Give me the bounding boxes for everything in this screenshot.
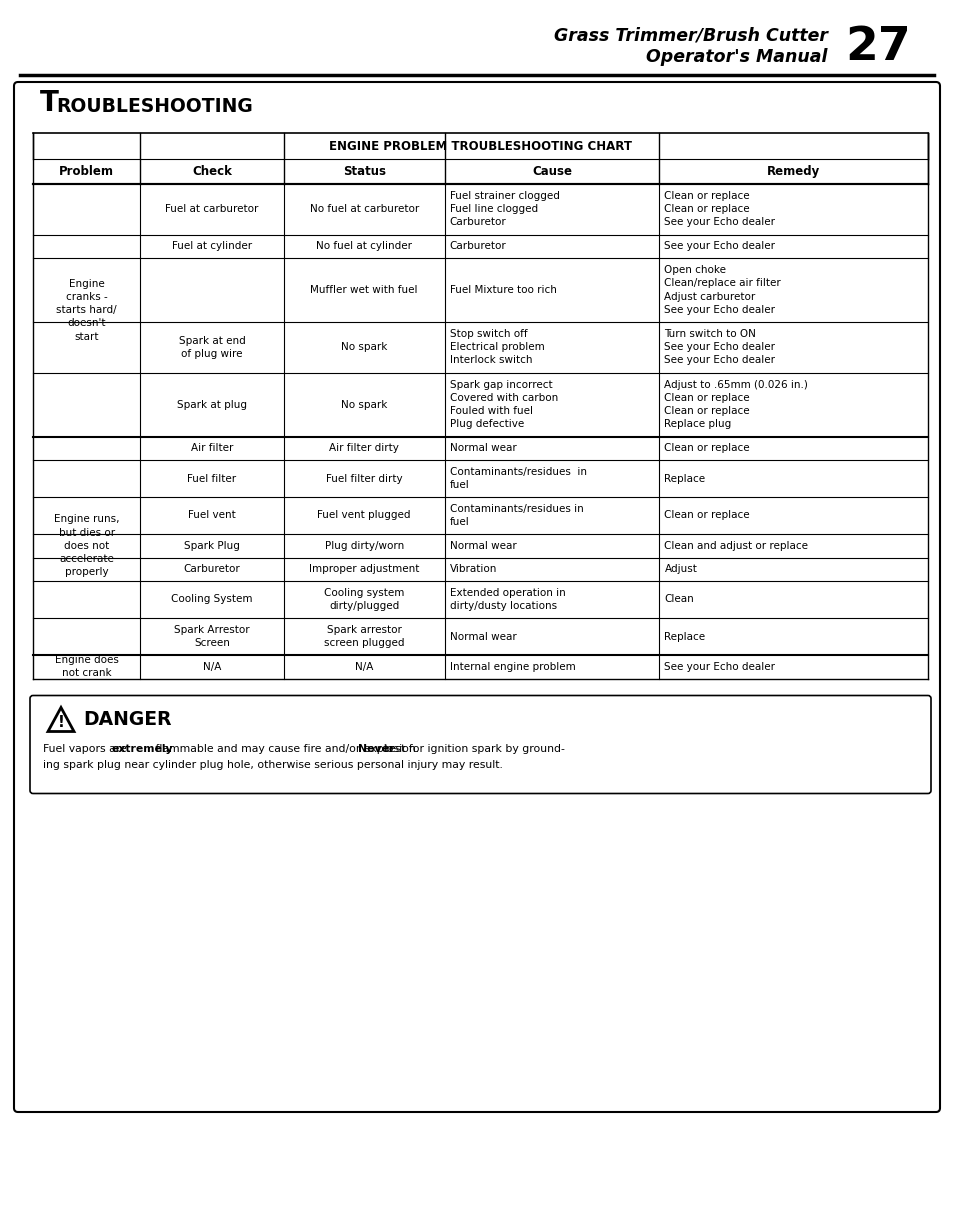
Text: No fuel at carburetor: No fuel at carburetor [309, 204, 418, 214]
Text: test for ignition spark by ground-: test for ignition spark by ground- [380, 744, 564, 753]
Text: Cause: Cause [532, 165, 572, 178]
Text: ENGINE PROBLEM TROUBLESHOOTING CHART: ENGINE PROBLEM TROUBLESHOOTING CHART [329, 139, 631, 153]
Text: 27: 27 [844, 24, 910, 70]
Text: N/A: N/A [203, 662, 221, 672]
Text: Adjust to .65mm (0.026 in.)
Clean or replace
Clean or replace
Replace plug: Adjust to .65mm (0.026 in.) Clean or rep… [664, 380, 807, 430]
Text: Clean or replace: Clean or replace [664, 510, 749, 520]
Text: Grass Trimmer/Brush Cutter: Grass Trimmer/Brush Cutter [554, 26, 827, 44]
Text: flammable and may cause fire and/or explosion.: flammable and may cause fire and/or expl… [152, 744, 422, 753]
Text: Engine does
not crank: Engine does not crank [54, 656, 118, 679]
Text: Fuel vent: Fuel vent [188, 510, 235, 520]
Text: Spark gap incorrect
Covered with carbon
Fouled with fuel
Plug defective: Spark gap incorrect Covered with carbon … [449, 380, 558, 430]
Text: Carburetor: Carburetor [183, 564, 240, 574]
Text: Status: Status [342, 165, 385, 178]
Text: Never: Never [357, 744, 394, 753]
FancyBboxPatch shape [30, 696, 930, 794]
Text: See your Echo dealer: See your Echo dealer [664, 242, 775, 252]
Text: Clean or replace: Clean or replace [664, 443, 749, 453]
Text: Spark Plug: Spark Plug [184, 541, 240, 551]
Text: T: T [40, 89, 59, 117]
Text: Problem: Problem [59, 165, 114, 178]
Text: No spark: No spark [340, 399, 387, 409]
Text: Normal wear: Normal wear [449, 443, 516, 453]
Text: Plug dirty/worn: Plug dirty/worn [324, 541, 403, 551]
Text: extremely: extremely [112, 744, 172, 753]
Text: Remedy: Remedy [766, 165, 820, 178]
Text: Fuel at carburetor: Fuel at carburetor [165, 204, 258, 214]
Text: Carburetor: Carburetor [449, 242, 506, 252]
Text: Engine
cranks -
starts hard/
doesn't
start: Engine cranks - starts hard/ doesn't sta… [56, 278, 117, 342]
Text: Clean and adjust or replace: Clean and adjust or replace [664, 541, 807, 551]
Text: Internal engine problem: Internal engine problem [449, 662, 575, 672]
Text: Cooling System: Cooling System [172, 595, 253, 604]
Text: Replace: Replace [664, 474, 705, 484]
Text: Extended operation in
dirty/dusty locations: Extended operation in dirty/dusty locati… [449, 587, 565, 610]
Text: Fuel filter: Fuel filter [187, 474, 236, 484]
Text: Fuel at cylinder: Fuel at cylinder [172, 242, 252, 252]
Text: No fuel at cylinder: No fuel at cylinder [315, 242, 412, 252]
Text: Normal wear: Normal wear [449, 631, 516, 641]
Text: Normal wear: Normal wear [449, 541, 516, 551]
Text: Spark arrestor
screen plugged: Spark arrestor screen plugged [324, 625, 404, 648]
Text: Air filter dirty: Air filter dirty [329, 443, 398, 453]
Text: Cooling system
dirty/plugged: Cooling system dirty/plugged [324, 587, 404, 610]
Text: Muffler wet with fuel: Muffler wet with fuel [310, 284, 417, 295]
Text: Air filter: Air filter [191, 443, 233, 453]
Text: Clean or replace
Clean or replace
See your Echo dealer: Clean or replace Clean or replace See yo… [664, 190, 775, 227]
Text: ROUBLESHOOTING: ROUBLESHOOTING [56, 96, 253, 116]
Text: Turn switch to ON
See your Echo dealer
See your Echo dealer: Turn switch to ON See your Echo dealer S… [664, 328, 775, 365]
FancyBboxPatch shape [14, 82, 939, 1112]
Text: N/A: N/A [355, 662, 373, 672]
Text: Operator's Manual: Operator's Manual [646, 48, 827, 66]
Text: ing spark plug near cylinder plug hole, otherwise serious personal injury may re: ing spark plug near cylinder plug hole, … [43, 761, 502, 770]
Text: DANGER: DANGER [83, 709, 172, 729]
Text: Spark Arrestor
Screen: Spark Arrestor Screen [174, 625, 250, 648]
Text: Vibration: Vibration [449, 564, 497, 574]
Text: Fuel Mixture too rich: Fuel Mixture too rich [449, 284, 556, 295]
Text: Fuel vent plugged: Fuel vent plugged [317, 510, 411, 520]
Text: !: ! [57, 716, 65, 730]
Text: Engine runs,
but dies or
does not
accelerate
properly: Engine runs, but dies or does not accele… [54, 514, 119, 578]
Text: See your Echo dealer: See your Echo dealer [664, 662, 775, 672]
Text: Check: Check [192, 165, 232, 178]
Text: No spark: No spark [340, 342, 387, 352]
Text: Spark at plug: Spark at plug [177, 399, 247, 409]
Text: Open choke
Clean/replace air filter
Adjust carburetor
See your Echo dealer: Open choke Clean/replace air filter Adju… [664, 265, 781, 315]
Text: Adjust: Adjust [664, 564, 697, 574]
Text: Contaminants/residues  in
fuel: Contaminants/residues in fuel [449, 466, 586, 490]
Text: Fuel filter dirty: Fuel filter dirty [326, 474, 402, 484]
Text: Clean: Clean [664, 595, 694, 604]
Text: Fuel vapors are: Fuel vapors are [43, 744, 131, 753]
Text: Stop switch off
Electrical problem
Interlock switch: Stop switch off Electrical problem Inter… [449, 328, 544, 365]
Text: Improper adjustment: Improper adjustment [309, 564, 419, 574]
Text: Replace: Replace [664, 631, 705, 641]
Text: Fuel strainer clogged
Fuel line clogged
Carburetor: Fuel strainer clogged Fuel line clogged … [449, 190, 559, 227]
Text: Contaminants/residues in
fuel: Contaminants/residues in fuel [449, 504, 583, 527]
Text: Spark at end
of plug wire: Spark at end of plug wire [178, 336, 245, 359]
